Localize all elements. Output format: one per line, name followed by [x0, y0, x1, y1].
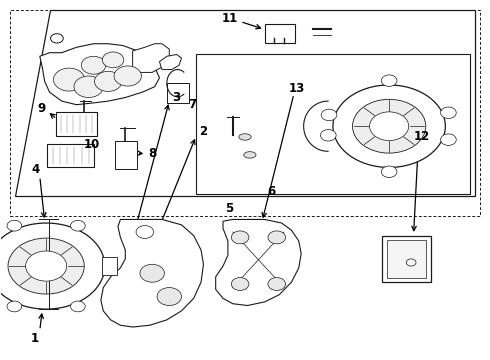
Circle shape — [0, 223, 105, 309]
Text: 10: 10 — [83, 138, 99, 150]
Circle shape — [231, 231, 249, 244]
Polygon shape — [15, 10, 475, 196]
Circle shape — [136, 226, 154, 238]
Ellipse shape — [244, 152, 256, 158]
Bar — [102, 257, 117, 275]
Bar — [56, 112, 98, 136]
Polygon shape — [159, 54, 181, 69]
Circle shape — [352, 99, 426, 153]
Circle shape — [25, 251, 67, 281]
Circle shape — [381, 75, 397, 86]
Circle shape — [71, 220, 85, 231]
Circle shape — [157, 288, 181, 306]
Ellipse shape — [239, 134, 251, 140]
Text: 7: 7 — [189, 98, 197, 111]
Bar — [10, 10, 480, 216]
Bar — [387, 240, 426, 278]
Text: 2: 2 — [199, 125, 208, 138]
Circle shape — [71, 301, 85, 312]
Text: 1: 1 — [31, 332, 39, 345]
Bar — [196, 54, 470, 194]
Circle shape — [102, 261, 117, 271]
Text: 9: 9 — [37, 102, 46, 115]
Circle shape — [268, 231, 286, 244]
Circle shape — [268, 278, 286, 291]
Text: 5: 5 — [225, 202, 233, 215]
Bar — [167, 83, 189, 103]
Polygon shape — [101, 220, 203, 327]
Circle shape — [381, 166, 397, 177]
Circle shape — [441, 107, 456, 118]
Bar — [47, 144, 94, 167]
Bar — [115, 140, 137, 169]
Polygon shape — [216, 220, 301, 306]
Circle shape — [231, 278, 249, 291]
Polygon shape — [40, 44, 159, 105]
Circle shape — [74, 76, 103, 98]
Circle shape — [369, 112, 409, 140]
Text: 12: 12 — [414, 130, 430, 144]
Text: 4: 4 — [32, 163, 40, 176]
Text: 11: 11 — [221, 12, 238, 25]
Circle shape — [320, 130, 336, 141]
Bar — [265, 24, 295, 43]
Circle shape — [114, 66, 142, 86]
Polygon shape — [133, 44, 169, 72]
Bar — [382, 235, 431, 282]
Circle shape — [8, 238, 84, 294]
Text: 13: 13 — [289, 82, 305, 95]
Circle shape — [81, 56, 106, 74]
Circle shape — [7, 220, 22, 231]
Text: 3: 3 — [172, 91, 181, 104]
Text: 8: 8 — [148, 147, 156, 160]
Text: 6: 6 — [268, 185, 276, 198]
Circle shape — [95, 71, 122, 91]
Circle shape — [333, 85, 445, 167]
Circle shape — [441, 134, 456, 145]
Circle shape — [7, 301, 22, 312]
Circle shape — [140, 264, 164, 282]
Circle shape — [53, 68, 85, 91]
Circle shape — [102, 52, 124, 68]
Circle shape — [321, 109, 337, 121]
